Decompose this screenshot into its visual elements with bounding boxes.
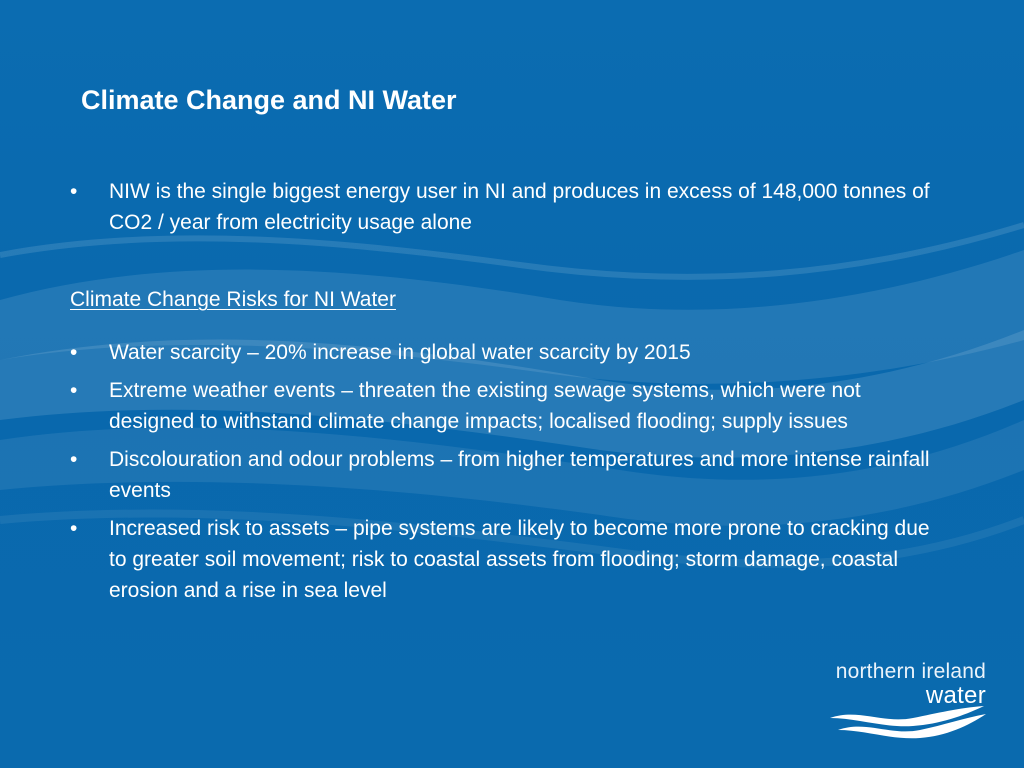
logo-wave-icon [830,706,986,739]
bullet-item-asset-risk: • Increased risk to assets – pipe system… [70,513,950,606]
logo-text-northern-ireland: northern ireland [835,660,986,683]
bullet-text: Discolouration and odour problems – from… [109,448,930,502]
bullet-dot: • [70,448,78,471]
bullet-text: NIW is the single biggest energy user in… [109,180,930,234]
intro-bullet-list: • NIW is the single biggest energy user … [70,176,950,238]
bullet-dot: • [70,517,78,540]
bullet-item-water-scarcity: • Water scarcity – 20% increase in globa… [70,337,950,368]
slide-content: • NIW is the single biggest energy user … [70,176,950,613]
bullet-item-extreme-weather: • Extreme weather events – threaten the … [70,375,950,437]
risk-bullet-list: • Water scarcity – 20% increase in globa… [70,337,950,606]
bullet-dot: • [70,379,78,402]
bullet-item-discolouration: • Discolouration and odour problems – fr… [70,444,950,506]
ni-water-logo: northern ireland water [820,660,990,750]
bullet-text: Water scarcity – 20% increase in global … [109,341,691,364]
risks-subheading: Climate Change Risks for NI Water [70,288,396,311]
bullet-text: Extreme weather events – threaten the ex… [109,379,861,433]
logo-text-water: water [925,682,986,709]
bullet-dot: • [70,341,78,364]
bullet-text: Increased risk to assets – pipe systems … [109,517,930,602]
slide-title: Climate Change and NI Water [81,85,457,115]
bullet-item-energy: • NIW is the single biggest energy user … [70,176,950,238]
bullet-dot: • [70,180,78,203]
